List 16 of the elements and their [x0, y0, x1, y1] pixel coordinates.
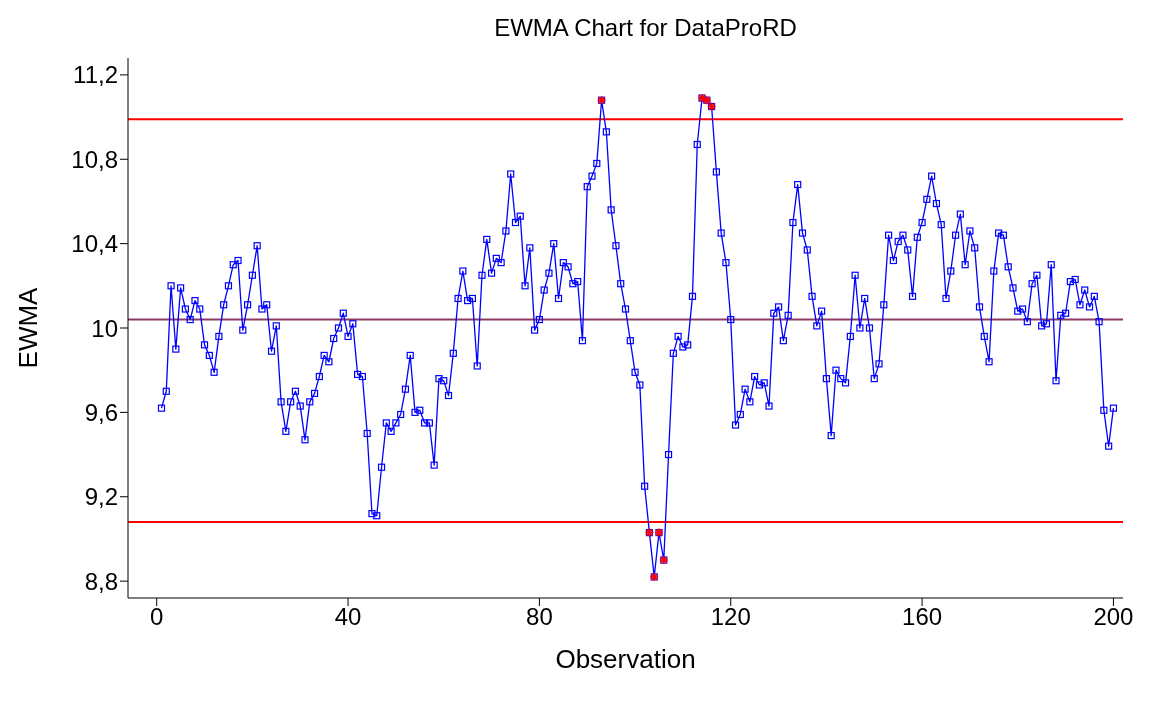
y-tick-label: 11,2	[73, 61, 118, 89]
chart-title: EWMA Chart for DataProRD	[493, 13, 798, 43]
y-tick-label: 9,6	[84, 398, 118, 426]
y-axis-title: EWMA	[13, 286, 44, 369]
x-tick-label: 200	[1093, 603, 1134, 631]
x-axis-title: Observation	[555, 644, 696, 674]
y-tick-label: 10,4	[71, 230, 118, 258]
x-tick-label: 80	[526, 603, 553, 631]
x-tick-label: 40	[334, 603, 362, 631]
y-tick-label: 10,8	[71, 145, 118, 173]
x-tick-label: 120	[710, 603, 751, 631]
y-tick-label: 10	[91, 314, 118, 342]
x-tick-label: 0	[150, 603, 164, 631]
y-tick-label: 8,8	[84, 567, 118, 595]
y-tick-label: 9,2	[84, 483, 118, 511]
x-tick-label: 160	[902, 603, 943, 631]
